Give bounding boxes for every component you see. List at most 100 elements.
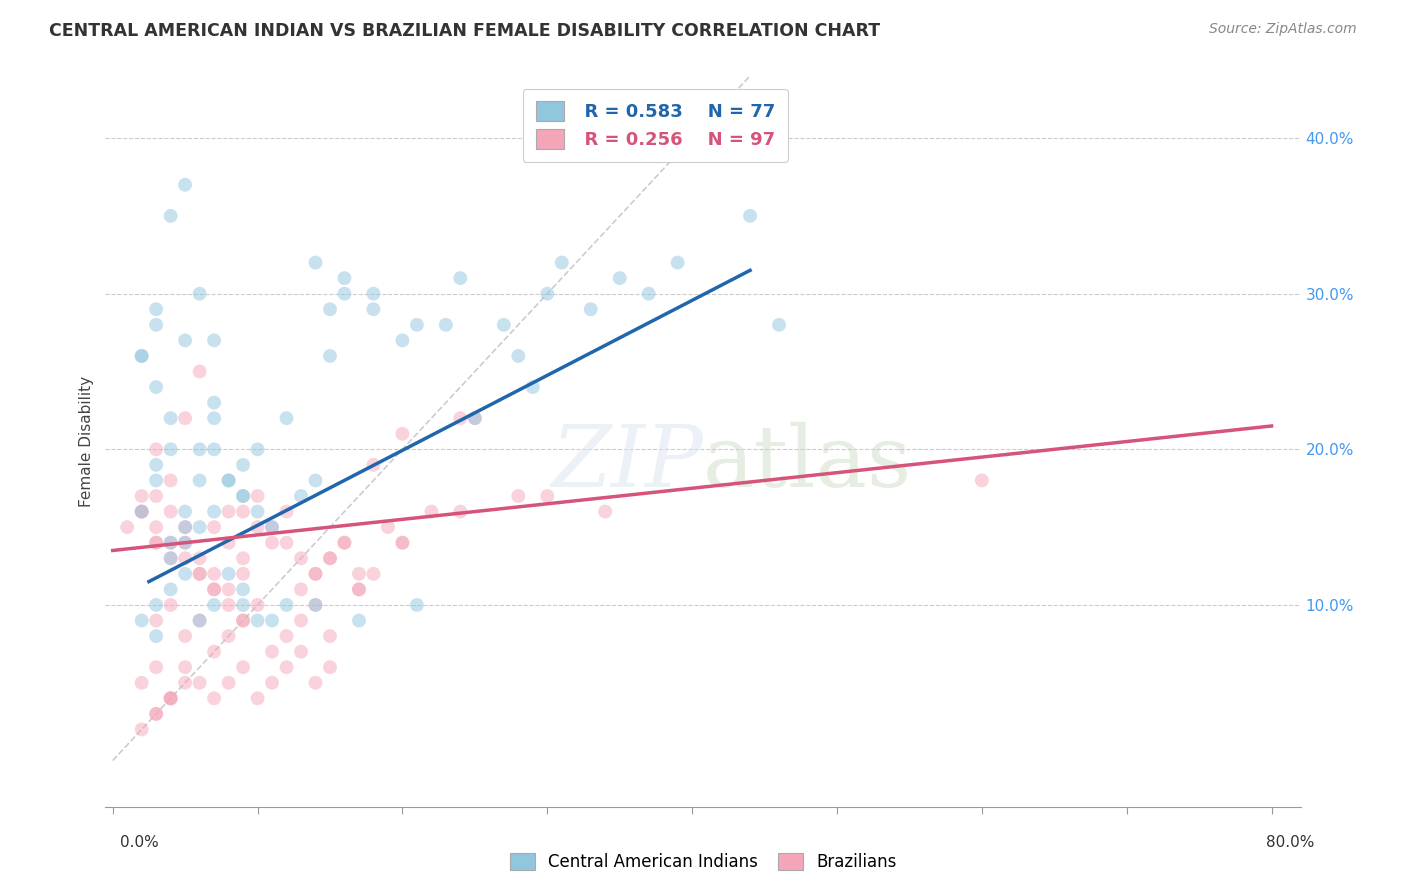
Point (246, 691, 269, 706)
Point (145, 660, 167, 674)
Point (174, 535, 197, 549)
Point (159, 535, 181, 549)
Text: ZIP: ZIP (551, 422, 703, 505)
Point (246, 505, 269, 519)
Point (174, 551, 197, 566)
Point (218, 566, 240, 581)
Point (406, 318, 429, 332)
Point (145, 302, 167, 317)
Point (319, 349, 342, 363)
Point (768, 318, 790, 332)
Point (218, 598, 240, 612)
Point (551, 255, 574, 269)
Point (579, 302, 602, 317)
Text: 80.0%: 80.0% (1267, 836, 1315, 850)
Point (377, 520, 399, 534)
Point (276, 411, 298, 425)
Point (159, 442, 181, 457)
Text: atlas: atlas (703, 422, 912, 505)
Point (304, 255, 326, 269)
Point (218, 629, 240, 643)
Point (333, 271, 356, 285)
Point (145, 614, 167, 628)
Point (260, 645, 283, 659)
Point (246, 442, 269, 457)
Point (232, 551, 254, 566)
Point (363, 302, 385, 317)
Point (188, 474, 211, 488)
Point (536, 489, 558, 503)
Point (188, 520, 211, 534)
Point (159, 535, 181, 549)
Point (246, 614, 269, 628)
Y-axis label: Female Disability: Female Disability (79, 376, 94, 508)
Point (202, 505, 225, 519)
Point (232, 614, 254, 628)
Point (290, 645, 312, 659)
Point (188, 364, 211, 378)
Point (738, 209, 761, 223)
Point (290, 551, 312, 566)
Point (159, 209, 181, 223)
Point (333, 535, 356, 549)
Legend:   R = 0.583    N = 77,   R = 0.256    N = 97: R = 0.583 N = 77, R = 0.256 N = 97 (523, 88, 787, 161)
Point (347, 566, 370, 581)
Point (174, 520, 197, 534)
Point (260, 614, 283, 628)
Point (202, 411, 225, 425)
Point (188, 614, 211, 628)
Text: 0.0%: 0.0% (120, 836, 159, 850)
Point (304, 566, 326, 581)
Point (174, 675, 197, 690)
Point (363, 286, 385, 301)
Point (464, 411, 486, 425)
Point (145, 474, 167, 488)
Point (115, 520, 138, 534)
Point (246, 520, 269, 534)
Point (145, 489, 167, 503)
Point (637, 286, 659, 301)
Point (202, 582, 225, 597)
Text: CENTRAL AMERICAN INDIAN VS BRAZILIAN FEMALE DISABILITY CORRELATION CHART: CENTRAL AMERICAN INDIAN VS BRAZILIAN FEM… (49, 22, 880, 40)
Point (232, 566, 254, 581)
Point (131, 505, 153, 519)
Point (159, 691, 181, 706)
Point (406, 598, 429, 612)
Point (188, 442, 211, 457)
Point (666, 255, 689, 269)
Point (319, 629, 342, 643)
Point (145, 318, 167, 332)
Point (131, 675, 153, 690)
Point (131, 614, 153, 628)
Point (145, 706, 167, 721)
Point (159, 411, 181, 425)
Point (131, 489, 153, 503)
Point (276, 505, 298, 519)
Legend: Central American Indians, Brazilians: Central American Indians, Brazilians (501, 845, 905, 880)
Point (188, 551, 211, 566)
Point (159, 691, 181, 706)
Point (276, 598, 298, 612)
Point (145, 458, 167, 472)
Point (188, 286, 211, 301)
Point (174, 505, 197, 519)
Point (304, 675, 326, 690)
Point (159, 551, 181, 566)
Point (347, 582, 370, 597)
Point (290, 614, 312, 628)
Point (145, 380, 167, 394)
Point (319, 551, 342, 566)
Point (449, 411, 471, 425)
Point (202, 645, 225, 659)
Point (319, 660, 342, 674)
Point (363, 566, 385, 581)
Point (232, 505, 254, 519)
Point (260, 675, 283, 690)
Point (145, 629, 167, 643)
Point (174, 520, 197, 534)
Point (304, 474, 326, 488)
Point (188, 614, 211, 628)
Point (449, 505, 471, 519)
Point (188, 566, 211, 581)
Point (145, 442, 167, 457)
